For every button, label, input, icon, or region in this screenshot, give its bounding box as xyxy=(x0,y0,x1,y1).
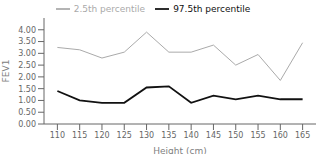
html-text:2.5th percentile: 2.5th percentile xyxy=(73,3,146,14)
svg-text:120: 120 xyxy=(94,131,109,140)
html-text:97.5th percentile: 97.5th percentile xyxy=(173,3,251,14)
svg-text:0.00: 0.00 xyxy=(18,120,36,129)
svg-text:3.00: 3.00 xyxy=(18,49,36,58)
svg-text:155: 155 xyxy=(250,131,265,140)
svg-text:165: 165 xyxy=(295,131,310,140)
svg-text:110: 110 xyxy=(50,131,65,140)
svg-text:145: 145 xyxy=(206,131,221,140)
svg-text:140: 140 xyxy=(184,131,199,140)
svg-text:160: 160 xyxy=(273,131,288,140)
svg-text:1.00: 1.00 xyxy=(18,96,36,105)
svg-text:2.50: 2.50 xyxy=(18,61,36,70)
svg-text:150: 150 xyxy=(228,131,243,140)
svg-text:Height (cm): Height (cm) xyxy=(153,146,206,154)
svg-text:FEV1: FEV1 xyxy=(8,60,11,83)
svg-text:0.50: 0.50 xyxy=(18,108,36,117)
svg-text:2.00: 2.00 xyxy=(18,73,36,82)
svg-text:135: 135 xyxy=(161,131,176,140)
svg-text:125: 125 xyxy=(117,131,132,140)
svg-text:3.50: 3.50 xyxy=(18,37,36,46)
svg-text:130: 130 xyxy=(139,131,154,140)
svg-text:4.00: 4.00 xyxy=(18,26,36,35)
svg-text:115: 115 xyxy=(72,131,87,140)
svg-text:1.50: 1.50 xyxy=(18,85,36,94)
